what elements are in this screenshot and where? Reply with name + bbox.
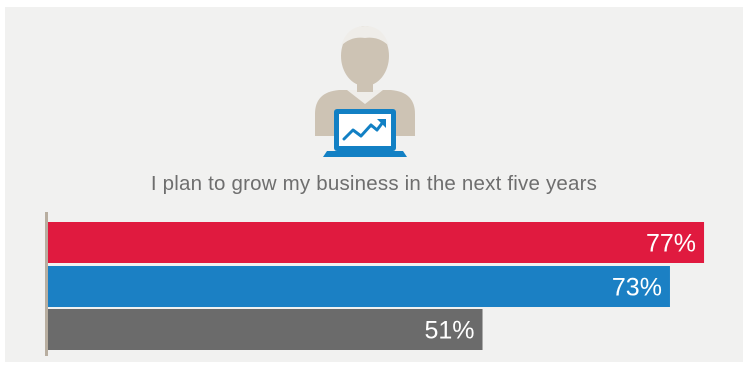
bar-3-label: 51%	[424, 317, 474, 345]
bar-2-label: 73%	[612, 274, 662, 302]
chart-title: I plan to grow my business in the next f…	[150, 172, 598, 195]
bar-1	[48, 222, 705, 263]
bar-2	[48, 266, 670, 307]
person-with-laptop-icon	[315, 26, 415, 157]
trend-arrow-icon	[342, 119, 386, 141]
bar-3	[48, 309, 483, 350]
bar-1-label: 77%	[646, 230, 696, 258]
